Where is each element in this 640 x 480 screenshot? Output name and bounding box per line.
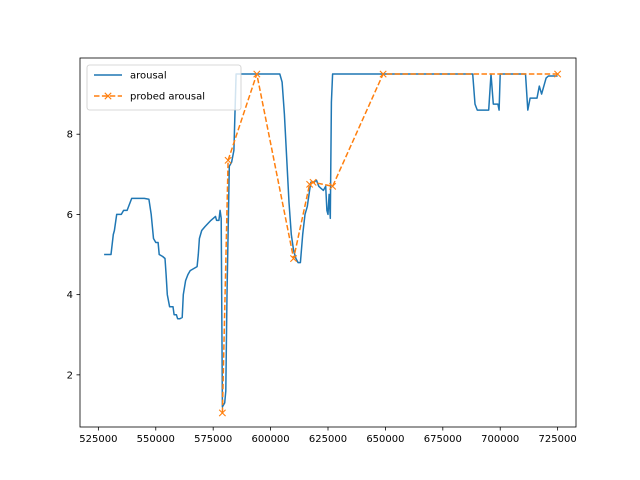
data-point-marker [554,70,562,78]
series-probed-arousal [218,70,562,417]
legend-label: probed arousal [130,92,205,103]
x-tick-label: 700000 [481,434,519,445]
series-layer [104,70,562,417]
x-tick-label: 575000 [194,434,232,445]
y-tick-label: 2 [67,370,73,381]
data-point-marker [329,182,337,190]
data-point-marker [306,180,314,188]
series-line [104,73,558,408]
data-point-marker [309,178,317,186]
x-tick-label: 550000 [137,434,175,445]
legend-entry: probed arousal [94,92,205,103]
series-line [221,73,558,414]
x-axis: 525000 550000 575000 600000 625000 650000 6750… [79,427,577,445]
legend-entry: arousal [94,71,167,82]
legend: arousal probed arousal [86,64,242,111]
y-axis: 2 4 6 8 [67,130,80,381]
x-tick-label: 650000 [366,434,404,445]
data-point-marker [218,409,226,417]
x-tick-label: 625000 [309,434,347,445]
legend-box [86,64,242,111]
x-tick-label: 725000 [539,434,577,445]
x-tick-label: 675000 [424,434,462,445]
data-point-marker [224,156,232,164]
data-point-marker [289,254,298,263]
data-point-marker [379,70,387,78]
x-tick-label: 525000 [79,434,117,445]
x-tick-label: 600000 [251,434,289,445]
series-arousal [104,73,558,408]
y-tick-label: 4 [67,290,73,301]
y-tick-label: 8 [67,130,73,141]
y-tick-label: 6 [67,210,73,221]
data-point-marker [253,70,261,78]
legend-label: arousal [130,71,167,82]
